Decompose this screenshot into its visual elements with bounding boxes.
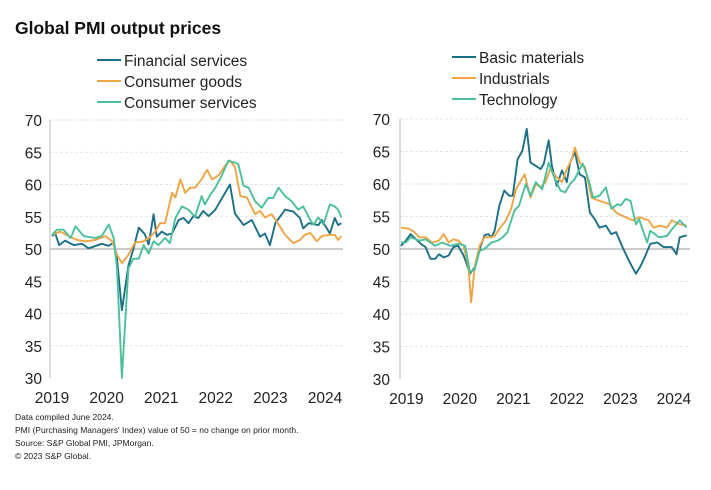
x-tick-label: 2024 <box>308 390 343 407</box>
y-tick-label: 60 <box>373 177 391 194</box>
legend-label: Consumer services <box>124 95 257 112</box>
y-tick-label: 45 <box>25 274 42 291</box>
legend-label: Consumer goods <box>124 74 242 91</box>
y-tick-label: 55 <box>373 210 390 227</box>
y-tick-label: 50 <box>25 242 43 259</box>
y-tick-label: 55 <box>25 210 42 227</box>
y-tick-label: 30 <box>25 371 43 388</box>
footnote-definition: PMI (Purchasing Managers' Index) value o… <box>15 425 299 435</box>
x-tick-label: 2024 <box>657 391 692 408</box>
legend-label: Basic materials <box>479 50 584 67</box>
x-tick-label: 2022 <box>199 390 233 407</box>
footnote-source: Source: S&P Global PMI, JPMorgan. <box>15 438 154 448</box>
footnote-copyright: © 2023 S&P Global. <box>15 451 92 461</box>
x-tick-label: 2021 <box>144 390 178 407</box>
legend-label: Industrials <box>479 71 550 88</box>
x-tick-label: 2023 <box>603 391 637 408</box>
x-tick-label: 2019 <box>389 391 423 408</box>
x-tick-label: 2021 <box>496 391 530 408</box>
legend-label: Technology <box>479 92 558 109</box>
y-tick-label: 70 <box>373 112 391 129</box>
x-tick-label: 2020 <box>89 390 124 407</box>
y-tick-label: 40 <box>25 307 43 324</box>
y-tick-label: 35 <box>373 340 390 357</box>
y-tick-label: 40 <box>373 307 391 324</box>
series-line-industrials <box>400 146 687 304</box>
y-tick-label: 30 <box>373 372 391 389</box>
x-tick-label: 2019 <box>35 390 69 407</box>
legend-label: Financial services <box>124 53 247 70</box>
y-tick-label: 60 <box>25 178 43 195</box>
figure-title: Global PMI output prices <box>15 18 222 38</box>
series-line-financial-services <box>51 183 342 312</box>
series-line-consumer-services <box>51 159 343 379</box>
footnotes: Data compiled June 2024. PMI (Purchasing… <box>15 411 298 463</box>
y-tick-label: 45 <box>373 275 390 292</box>
y-tick-label: 65 <box>373 145 390 162</box>
y-tick-label: 65 <box>25 145 42 162</box>
series-line-basic-materials <box>400 127 687 275</box>
x-tick-label: 2020 <box>443 391 478 408</box>
x-tick-label: 2022 <box>550 391 584 408</box>
y-tick-label: 35 <box>25 339 42 356</box>
footnote-compiled: Data compiled June 2024. <box>15 412 114 422</box>
x-tick-label: 2023 <box>253 390 287 407</box>
y-tick-label: 70 <box>25 113 43 130</box>
series-line-technology <box>401 161 688 274</box>
y-tick-label: 50 <box>373 242 391 259</box>
